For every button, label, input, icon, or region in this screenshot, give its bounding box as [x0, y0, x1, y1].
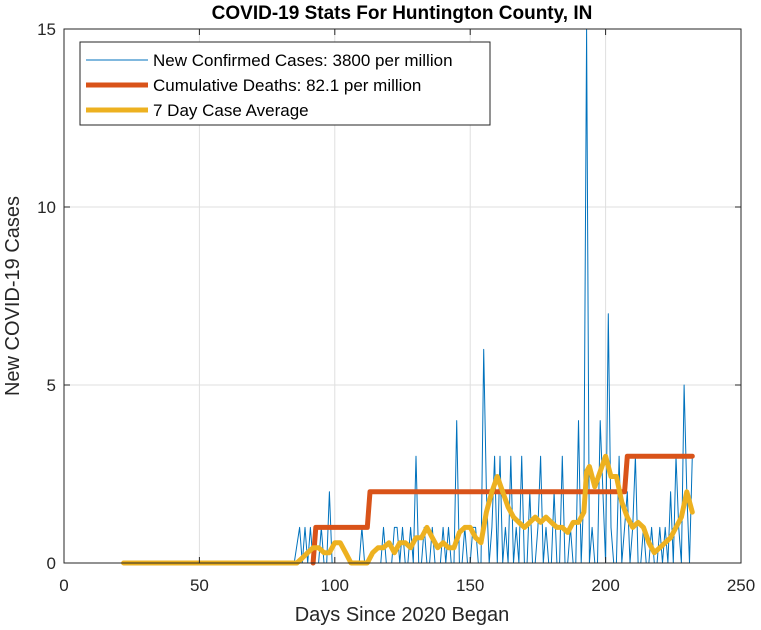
legend: New Confirmed Cases: 3800 per million Cu… [79, 41, 491, 126]
legend-label-cumulative-deaths: Cumulative Deaths: 82.1 per million [153, 76, 421, 95]
x-axis-label: Days Since 2020 Began [295, 604, 510, 626]
chart-title: COVID-19 Stats For Huntington County, IN [212, 3, 593, 24]
y-tick-label: 10 [37, 198, 56, 217]
legend-box [79, 41, 491, 126]
x-tick-label: 0 [59, 576, 68, 595]
y-tick-label: 5 [47, 376, 56, 395]
y-tick-label: 15 [37, 20, 56, 39]
x-tick-label: 50 [190, 576, 209, 595]
x-tick-label: 150 [456, 576, 484, 595]
legend-label-seven-day-average: 7 Day Case Average [153, 101, 309, 120]
x-tick-label: 250 [727, 576, 755, 595]
legend-label-new-cases: New Confirmed Cases: 3800 per million [153, 51, 453, 70]
x-tick-label: 200 [591, 576, 619, 595]
y-axis-label: New COVID-19 Cases [2, 196, 24, 396]
y-tick-label: 0 [47, 554, 56, 573]
ticks: 0 50 100 150 200 250 0 5 10 15 [37, 20, 755, 595]
series-cumulative-deaths [310, 453, 695, 566]
x-tick-label: 100 [321, 576, 349, 595]
plot-frame [63, 28, 742, 564]
